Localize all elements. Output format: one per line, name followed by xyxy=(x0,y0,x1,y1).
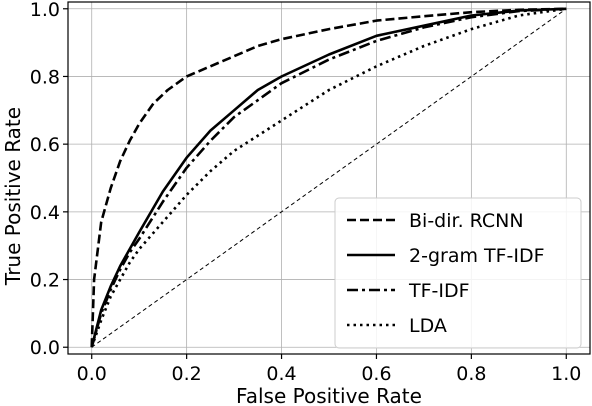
legend-box xyxy=(334,197,582,349)
legend-label: Bi-dir. RCNN xyxy=(409,210,524,232)
x-tick-label: 0.8 xyxy=(456,363,486,385)
y-axis: 0.0 0.2 0.4 0.6 0.8 1.0 xyxy=(30,0,68,359)
y-tick-label: 0.0 xyxy=(30,337,60,359)
series-line-dashed xyxy=(90,7,567,348)
y-axis-label: True Positive Rate xyxy=(1,107,25,286)
x-tick-label: 0.4 xyxy=(266,363,296,385)
x-axis: 0.0 0.2 0.4 0.6 0.8 1.0 xyxy=(77,354,581,385)
x-tick-label: 0.2 xyxy=(172,363,202,385)
grid xyxy=(68,2,590,354)
y-tick-label: 0.2 xyxy=(30,270,60,292)
series-group xyxy=(90,7,567,348)
series-line-dashdot xyxy=(90,7,567,348)
x-axis-label: False Positive Rate xyxy=(236,384,422,406)
x-tick-label: 0.0 xyxy=(77,363,107,385)
x-tick-label: 0.6 xyxy=(361,363,391,385)
legend-label: TF-IDF xyxy=(408,280,470,302)
legend: Bi-dir. RCNN 2-gram TF-IDF TF-IDF LDA xyxy=(334,197,582,349)
series-line-solid xyxy=(90,7,567,348)
y-tick-label: 0.4 xyxy=(30,202,60,224)
y-tick-label: 1.0 xyxy=(30,0,60,21)
legend-label: 2-gram TF-IDF xyxy=(409,245,545,267)
plot-frame xyxy=(67,1,591,355)
x-tick-label: 1.0 xyxy=(551,363,581,385)
y-tick-label: 0.6 xyxy=(30,134,60,156)
legend-label: LDA xyxy=(409,315,447,337)
y-tick-label: 0.8 xyxy=(30,66,60,88)
chance-diagonal-line xyxy=(91,8,567,348)
series-line-dotted xyxy=(90,7,567,348)
